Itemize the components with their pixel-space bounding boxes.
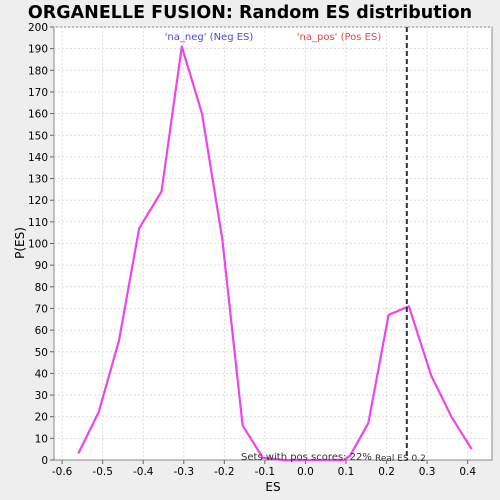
y-tick-label: 110 <box>28 217 48 229</box>
y-tick-label: 70 <box>35 303 48 315</box>
y-tick-label: 120 <box>28 195 48 207</box>
y-tick-label: 130 <box>28 174 48 186</box>
chart-title: ORGANELLE FUSION: Random ES distribution <box>28 3 472 23</box>
x-tick-label: 0.0 <box>297 466 314 478</box>
y-tick-label: 150 <box>28 130 48 142</box>
pos-scores-annotation: Sets with pos scores: 22% <box>241 452 372 463</box>
y-tick-label: 60 <box>35 325 48 337</box>
legend-neg-label: 'na_neg' (Neg ES) <box>165 32 254 43</box>
y-tick-label: 170 <box>28 87 48 99</box>
x-tick-label: -0.4 <box>133 466 154 478</box>
y-tick-label: 160 <box>28 109 48 121</box>
y-tick-label: 0 <box>41 455 48 467</box>
x-tick-label: -0.2 <box>214 466 235 478</box>
x-tick-label: -0.1 <box>255 466 276 478</box>
real-es-annotation: Real ES 0.2 <box>375 454 426 464</box>
y-tick-label: 190 <box>28 44 48 56</box>
y-tick-label: 140 <box>28 152 48 164</box>
y-axis-label: P(ES) <box>13 227 27 259</box>
x-tick-label: 0.1 <box>338 466 355 478</box>
x-axis-label: ES <box>265 480 280 494</box>
y-tick-label: 30 <box>35 390 48 402</box>
y-tick-label: 20 <box>35 412 48 424</box>
x-tick-label: -0.3 <box>174 466 195 478</box>
series-layer <box>77 45 473 462</box>
x-axis: -0.6 -0.5 -0.4 -0.3 -0.2 -0.1 0.0 0.1 0.2 0.3 0.4 <box>52 460 476 478</box>
y-tick-label: 100 <box>28 239 48 251</box>
x-tick-label: -0.6 <box>52 466 73 478</box>
x-tick-label: 0.2 <box>378 466 395 478</box>
legend-pos-label: 'na_pos' (Pos ES) <box>297 32 382 43</box>
x-tick-label: 0.3 <box>419 466 436 478</box>
y-tick-label: 80 <box>35 282 48 294</box>
y-axis: 0 10 20 30 40 50 60 70 80 90 100 110 120 130 140 150 160… <box>28 22 54 467</box>
y-tick-label: 200 <box>28 22 48 34</box>
y-tick-label: 180 <box>28 65 48 77</box>
x-tick-label: 0.4 <box>459 466 476 478</box>
grid <box>54 26 492 460</box>
y-tick-label: 10 <box>35 433 48 445</box>
y-tick-label: 50 <box>35 347 48 359</box>
x-tick-label: -0.5 <box>92 466 113 478</box>
y-tick-label: 40 <box>35 368 48 380</box>
y-tick-label: 90 <box>35 260 48 272</box>
series-line <box>77 45 473 462</box>
